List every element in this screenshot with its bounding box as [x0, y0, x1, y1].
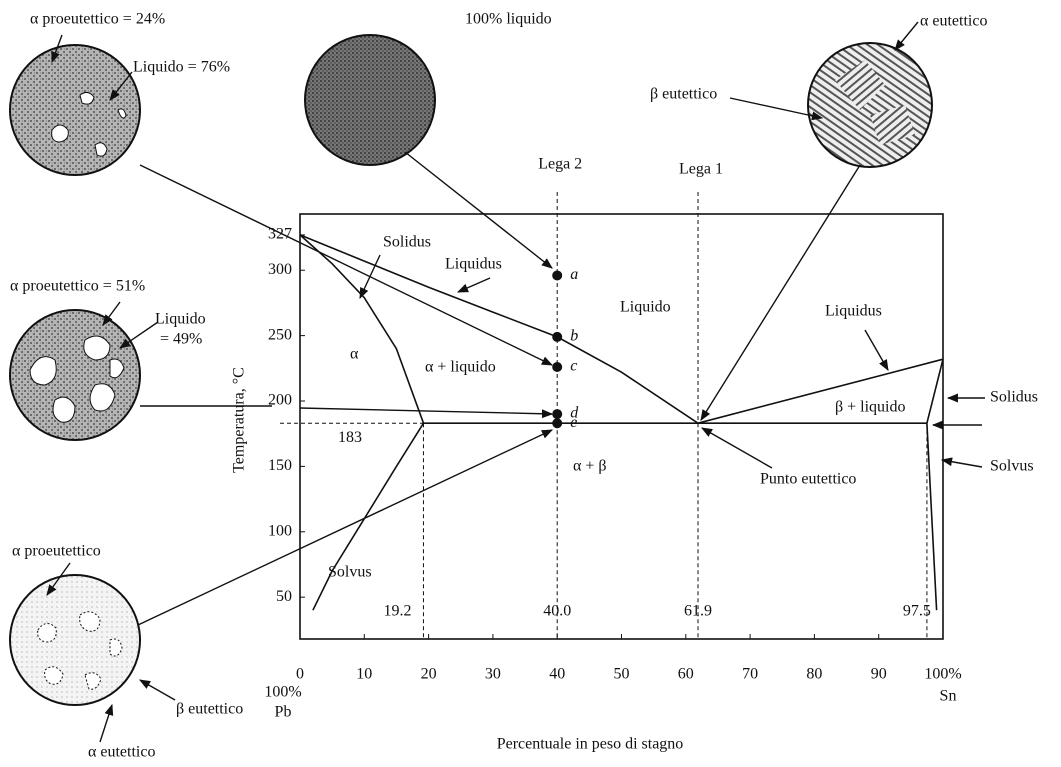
phase-boundary [299, 234, 425, 424]
region-label: α + β [573, 458, 607, 475]
x-tick-label: 40 [549, 666, 565, 683]
x-tick-label: 100% [924, 666, 961, 683]
micro-label: Liquido = 76% [133, 59, 230, 76]
phase-boundary [697, 358, 944, 424]
boundary-label: Liquidus [445, 256, 502, 273]
composition-label: 61.9 [684, 603, 712, 620]
point-label: a [570, 266, 578, 283]
region-label: Liquido [620, 299, 671, 316]
region-label: α [350, 346, 359, 363]
phase-boundary [926, 359, 944, 424]
x-tick-label: 80 [806, 666, 822, 683]
x-axis-label: Percentuale in peso di stagno [497, 736, 684, 753]
y-tick-label: 150 [268, 457, 292, 474]
micro-label: α proeutettico [12, 543, 101, 560]
microstructure-4 [9, 309, 141, 441]
state-point [552, 409, 563, 420]
boundary-label: Solidus [383, 234, 431, 251]
x-tick-label: 50 [614, 666, 630, 683]
y-tick-label: 100 [268, 522, 292, 539]
composition-label: 19.2 [383, 603, 411, 620]
composition-label: 97.5 [903, 603, 931, 620]
microstructure-5 [9, 574, 141, 706]
phase-boundary [299, 234, 699, 424]
phase-boundary [312, 422, 425, 611]
axis-note: Pb [275, 704, 292, 721]
x-tick-label: 10 [356, 666, 372, 683]
micro-label: Liquido [155, 311, 206, 328]
x-tick-label: 20 [421, 666, 437, 683]
axis-note: 100% [264, 684, 301, 701]
composition-label: 40.0 [543, 603, 571, 620]
y-tick-label: 250 [268, 326, 292, 343]
x-tick-label: 70 [742, 666, 758, 683]
y-tick-label: 50 [276, 588, 292, 605]
boundary-label: Solvus [990, 458, 1034, 475]
eutectic-label: Punto eutettico [760, 471, 856, 488]
point-label: d [570, 405, 579, 422]
axis-note: Sn [940, 688, 957, 705]
point-label: b [570, 328, 578, 345]
phase-boundary [926, 423, 938, 611]
micro-label: α eutettico [88, 744, 155, 761]
boundary-label: Solvus [328, 564, 372, 581]
micro-label: α eutettico [920, 13, 987, 30]
point-label: c [570, 358, 577, 375]
microstructure-1 [9, 44, 141, 176]
state-point [552, 362, 563, 372]
x-tick-label: 90 [871, 666, 887, 683]
isotherm-label: 183 [338, 429, 362, 446]
micro-label: α proeutettico = 24% [30, 11, 165, 28]
region-label: β + liquido [835, 399, 906, 416]
boundary-label: Liquidus [825, 303, 882, 320]
micro-label: 100% liquido [465, 11, 552, 28]
alloy-label: Lega 2 [538, 156, 582, 173]
y-axis-label: Temperatura, °C [231, 367, 248, 473]
state-point [552, 270, 563, 281]
point-label: e [570, 414, 577, 431]
state-point [552, 331, 563, 342]
plot-frame [299, 213, 944, 640]
y-tick-label: 200 [268, 392, 292, 409]
x-tick-label: 60 [678, 666, 694, 683]
callouts [46, 21, 985, 743]
boundary-label: Solidus [990, 389, 1038, 406]
y-tick-label: 300 [268, 261, 292, 278]
microstructure-3 [807, 42, 933, 168]
alloy-label: Lega 1 [679, 161, 723, 178]
microstructure-2 [304, 34, 436, 166]
micro-label: β eutettico [650, 86, 717, 103]
state-point [552, 418, 563, 429]
x-tick-label: 30 [485, 666, 501, 683]
micro-label: = 49% [160, 331, 202, 348]
x-tick-label: 0 [296, 666, 304, 683]
micro-label: α proeutettico = 51% [10, 278, 145, 295]
y-tick-label: 327 [268, 226, 292, 243]
region-label: α + liquido [425, 359, 496, 376]
micro-label: β eutettico [176, 701, 243, 718]
